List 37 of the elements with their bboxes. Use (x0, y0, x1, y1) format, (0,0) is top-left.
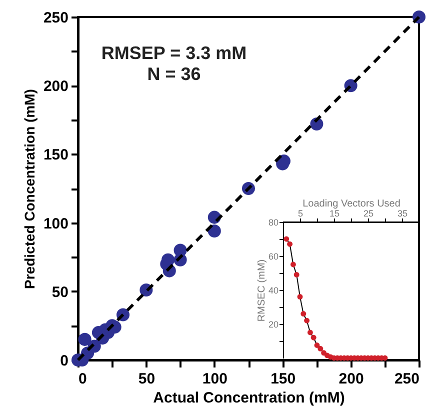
point (284, 236, 290, 242)
x-axis-title: Actual Concentration (mM) (153, 390, 345, 406)
y-tick-label: 60 (268, 252, 278, 262)
x-tick-label: 200 (338, 370, 364, 388)
y-tick-label: 50 (52, 284, 68, 301)
x-axis-title: Loading Vectors Used (302, 198, 400, 210)
point (78, 332, 92, 346)
y-tick-label: 250 (43, 10, 68, 26)
y-axis-title: Predicted Concentration (mM) (21, 89, 38, 289)
x-tick-label: 25 (363, 208, 374, 218)
point (304, 318, 310, 324)
point (294, 272, 300, 278)
point (314, 342, 320, 348)
point (300, 311, 306, 317)
annotation: RMSEP = 3.3 mM (101, 43, 247, 63)
y-axis-title: RMSEC (mM) (256, 259, 268, 322)
x-tick-label: 5 (298, 208, 304, 218)
point (287, 241, 293, 247)
x-tick-label: 0 (78, 370, 87, 388)
x-tick-label: 35 (397, 208, 408, 218)
point (208, 224, 221, 238)
y-tick-label: 80 (268, 218, 278, 228)
x-tick-label: 50 (138, 370, 156, 388)
y-tick-label: 20 (268, 320, 278, 330)
x-tick-label: 100 (202, 370, 228, 388)
y-tick-label: 40 (268, 286, 278, 296)
point (297, 294, 303, 300)
y-tick-label: 200 (43, 78, 68, 96)
x-tick-label: 250 (394, 370, 420, 388)
point (310, 334, 316, 340)
point (290, 262, 296, 268)
annotation: N = 36 (147, 64, 201, 84)
point (307, 330, 313, 336)
point (318, 346, 324, 352)
y-tick-label: 0 (60, 352, 68, 370)
x-tick-label: 15 (329, 208, 340, 218)
y-tick-label: 150 (43, 146, 68, 164)
